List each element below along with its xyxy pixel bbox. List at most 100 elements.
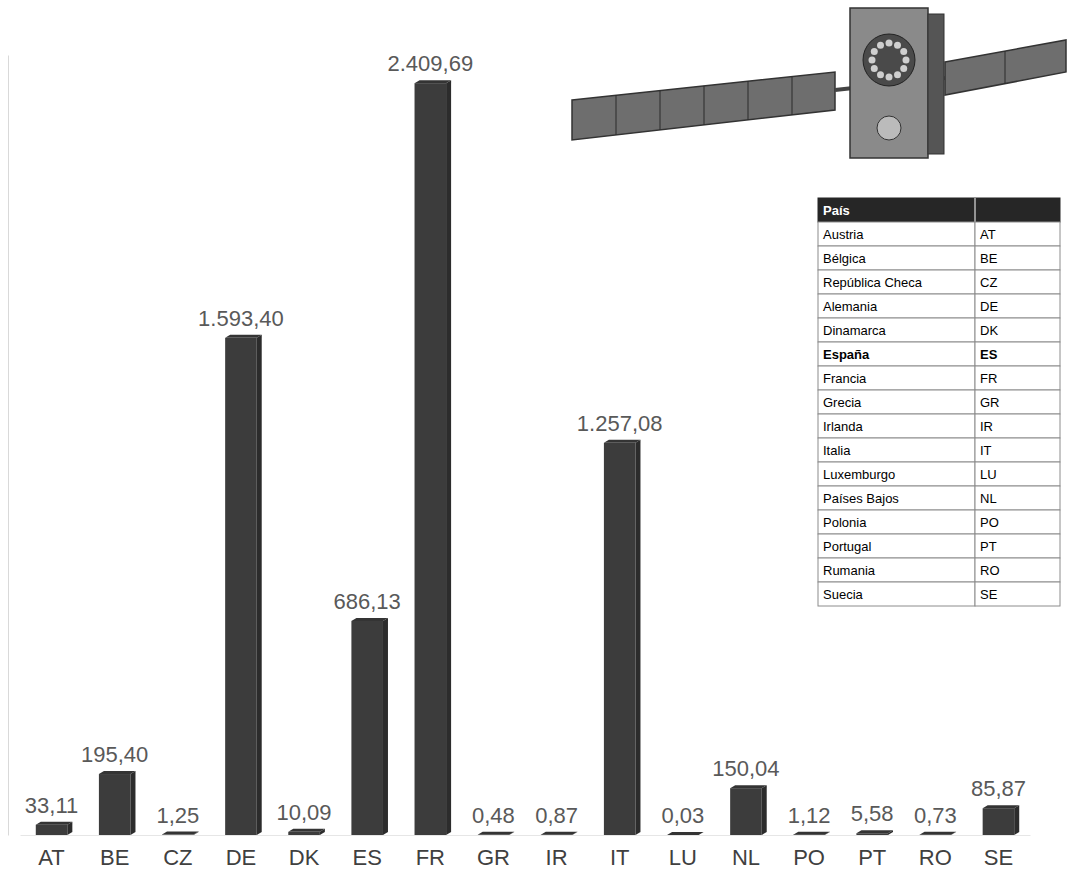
table-cell: [818, 582, 975, 606]
table-header-bg: [818, 198, 1060, 222]
bar: [604, 443, 636, 835]
x-tick-label: AT: [38, 845, 64, 870]
bar-top: [225, 335, 262, 338]
bar: [225, 338, 257, 835]
table-cell: [975, 462, 1060, 486]
table-cell: [975, 582, 1060, 606]
data-label: 85,87: [971, 776, 1026, 801]
y-axis: [8, 56, 9, 836]
table-country-code: IR: [980, 419, 993, 434]
antenna-element: [894, 71, 901, 78]
table-country-code: RO: [980, 563, 1000, 578]
table-country-code: GR: [980, 395, 1000, 410]
data-label: 2.409,69: [387, 51, 473, 76]
bar-top: [415, 80, 452, 83]
data-label: 0,03: [661, 803, 704, 828]
x-tick-label: DK: [289, 845, 320, 870]
table-country-code: NL: [980, 491, 997, 506]
table-country-code: DK: [980, 323, 998, 338]
table-country-name: Grecia: [823, 395, 862, 410]
x-tick-label: CZ: [163, 845, 192, 870]
antenna-element: [900, 48, 907, 55]
data-label: 0,87: [535, 803, 578, 828]
x-tick: ES: [353, 835, 382, 870]
bar-top: [856, 830, 893, 833]
country-table: PaísAustriaATBélgicaBERepública ChecaCZA…: [818, 198, 1060, 606]
table-cell: [975, 270, 1060, 294]
table-country-name: Francia: [823, 371, 867, 386]
x-tick-label: IT: [610, 845, 630, 870]
antenna-element: [877, 71, 884, 78]
table-cell: [975, 294, 1060, 318]
table-country-code: SE: [980, 587, 998, 602]
table-cell: [975, 318, 1060, 342]
table-country-name: España: [823, 347, 870, 362]
antenna-element: [877, 42, 884, 49]
data-label: 150,04: [712, 756, 779, 781]
satellite-illustration: [572, 8, 1066, 158]
x-tick: IT: [610, 835, 630, 870]
table-cell: [818, 318, 975, 342]
solar-panel-line: [792, 77, 793, 116]
table-country-code: FR: [980, 371, 997, 386]
antenna-element: [886, 74, 893, 81]
x-tick: DK: [289, 835, 320, 870]
table-cell: [975, 486, 1060, 510]
x-tick-label: ES: [353, 845, 382, 870]
data-label: 0,73: [914, 803, 957, 828]
table-country-name: Luxemburgo: [823, 467, 895, 482]
x-tick: LU: [669, 835, 697, 870]
satellite-body: [850, 8, 928, 158]
bar: [288, 832, 320, 835]
x-tick: SE: [984, 835, 1013, 870]
data-label: 1.257,08: [577, 411, 663, 436]
antenna-element: [869, 57, 876, 64]
bar-top: [478, 832, 515, 835]
bar: [351, 621, 383, 835]
table-cell: [975, 366, 1060, 390]
bar-top: [793, 832, 830, 835]
table-country-name: República Checa: [823, 275, 923, 290]
antenna-element: [903, 57, 910, 64]
x-tick-label: RO: [919, 845, 952, 870]
data-label: 5,58: [851, 801, 894, 826]
data-label: 33,11: [25, 793, 78, 818]
bar-top: [920, 832, 957, 835]
satellite-sensor: [877, 116, 901, 140]
bar-top: [36, 822, 73, 825]
bar-top: [983, 805, 1020, 808]
x-tick-label: BE: [100, 845, 129, 870]
antenna-element: [886, 40, 893, 47]
table-header-divider: [975, 198, 976, 222]
table-country-code: IT: [980, 443, 992, 458]
x-tick-label: PT: [858, 845, 886, 870]
bar: [415, 83, 447, 835]
bar-top: [730, 785, 767, 788]
table-country-code: ES: [980, 347, 998, 362]
bar: [983, 808, 1015, 835]
solar-panel-line: [704, 86, 705, 125]
chart: ATBECZDEDKESFRGRIRITLUNLPOPTROSE33,11195…: [0, 0, 1070, 882]
antenna-element: [894, 42, 901, 49]
solar-panel-line: [660, 91, 661, 130]
data-labels: 33,11195,401,251.593,4010,09686,132.409,…: [25, 51, 1026, 828]
x-tick: FR: [416, 835, 445, 870]
solar-panel-line: [1005, 51, 1006, 84]
bar-top: [162, 832, 199, 835]
x-tick: RO: [919, 835, 952, 870]
table-country-name: Italia: [823, 443, 851, 458]
satellite-body-side: [928, 14, 944, 154]
table-country-name: Rumania: [823, 563, 876, 578]
table-cell: [818, 222, 975, 246]
antenna-element: [871, 48, 878, 55]
data-label: 0,48: [472, 803, 515, 828]
bar: [99, 774, 131, 835]
data-label: 686,13: [334, 589, 401, 614]
x-tick: CZ: [163, 835, 192, 870]
table-country-code: PO: [980, 515, 999, 530]
table-country-code: BE: [980, 251, 998, 266]
table-cell: [818, 462, 975, 486]
table-cell: [975, 342, 1060, 366]
bar-top: [541, 832, 578, 835]
x-tick-label: DE: [226, 845, 257, 870]
